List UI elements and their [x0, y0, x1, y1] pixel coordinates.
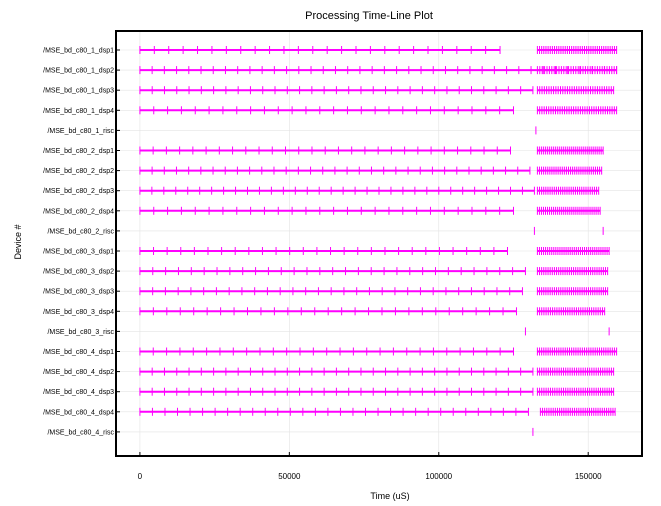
device-row — [139, 206, 601, 215]
device-row — [533, 226, 604, 235]
chart-title: Processing Time-Line Plot — [305, 10, 433, 22]
y-axis-label: Device # — [13, 224, 23, 259]
device-label: /MSE_bd_c80_2_dsp2 — [43, 168, 114, 175]
device-row — [139, 46, 618, 54]
device-label: /MSE_bd_c80_3_dsp3 — [43, 289, 114, 296]
device-label: /MSE_bd_c80_1_risc — [47, 128, 114, 135]
device-row — [139, 186, 600, 195]
x-tick-label: 150000 — [575, 472, 602, 481]
device-label: /MSE_bd_c80_3_dsp1 — [43, 249, 114, 256]
device-label: /MSE_bd_c80_1_dsp1 — [43, 48, 114, 55]
device-label: /MSE_bd_c80_4_dsp2 — [43, 369, 114, 376]
device-row — [139, 146, 604, 155]
device-label: /MSE_bd_c80_4_dsp3 — [43, 389, 114, 396]
device-row — [139, 407, 616, 416]
device-label: /MSE_bd_c80_2_dsp4 — [43, 208, 114, 215]
device-label: /MSE_bd_c80_4_dsp1 — [43, 349, 114, 356]
device-row — [139, 267, 609, 276]
device-label: /MSE_bd_c80_1_dsp4 — [43, 108, 114, 115]
device-row — [139, 166, 603, 175]
device-row — [139, 106, 618, 115]
device-row — [524, 327, 610, 336]
device-label: /MSE_bd_c80_4_dsp4 — [43, 409, 114, 416]
device-label: /MSE_bd_c80_2_dsp1 — [43, 148, 114, 155]
device-row — [139, 287, 609, 296]
device-timelines — [139, 46, 618, 436]
device-label: /MSE_bd_c80_2_dsp3 — [43, 188, 114, 195]
x-tick-label: 100000 — [425, 472, 452, 481]
device-label: /MSE_bd_c80_3_dsp4 — [43, 309, 114, 316]
plot-area-frame — [115, 30, 643, 457]
x-axis-ticks: 0 50000 100000 150000 — [138, 452, 602, 481]
device-label: /MSE_bd_c80_2_risc — [47, 228, 114, 235]
device-row — [139, 307, 606, 316]
x-tick-label: 0 — [138, 472, 143, 481]
device-row — [139, 66, 618, 75]
device-row — [139, 367, 615, 376]
device-row — [139, 247, 610, 255]
device-row — [139, 347, 618, 356]
x-axis-label: Time (uS) — [370, 491, 409, 501]
device-labels: /MSE_bd_c80_1_dsp1/MSE_bd_c80_1_dsp2/MSE… — [43, 48, 120, 436]
device-label: /MSE_bd_c80_4_risc — [47, 429, 114, 436]
device-label: /MSE_bd_c80_1_dsp3 — [43, 88, 114, 95]
device-row — [139, 387, 615, 396]
device-label: /MSE_bd_c80_1_dsp2 — [43, 68, 114, 75]
x-tick-label: 50000 — [278, 472, 301, 481]
device-label: /MSE_bd_c80_3_risc — [47, 329, 114, 336]
device-row — [139, 86, 615, 95]
device-label: /MSE_bd_c80_3_dsp2 — [43, 269, 114, 276]
